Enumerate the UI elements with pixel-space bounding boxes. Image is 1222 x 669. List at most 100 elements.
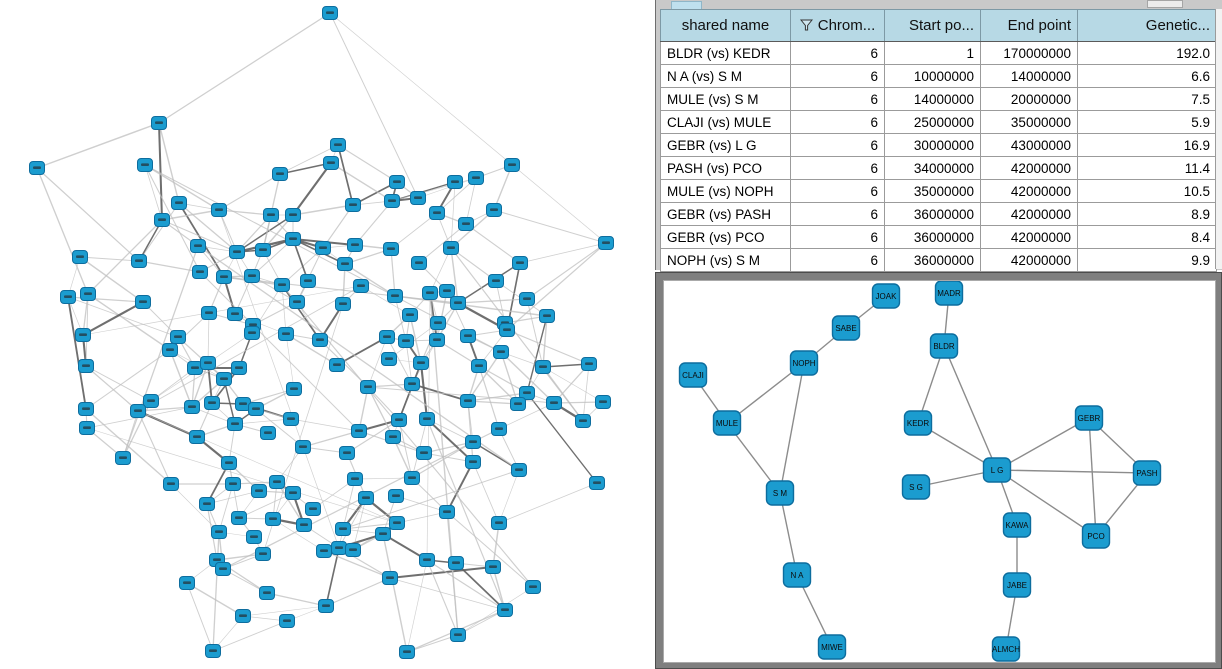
network-node[interactable]	[589, 476, 605, 490]
network-node-bldr[interactable]: BLDR	[929, 333, 959, 359]
network-edge[interactable]	[996, 469, 1097, 537]
network-edge[interactable]	[358, 386, 369, 432]
cell-value[interactable]: 42000000	[980, 179, 1078, 203]
network-node[interactable]	[404, 471, 420, 485]
network-edge[interactable]	[346, 419, 400, 454]
cell-value[interactable]: 192.0	[1077, 41, 1217, 65]
network-edge[interactable]	[290, 418, 360, 432]
network-edge[interactable]	[394, 295, 407, 342]
network-node[interactable]	[429, 206, 445, 220]
cell-value[interactable]: 8.4	[1077, 225, 1217, 249]
network-node[interactable]	[510, 397, 526, 411]
table-scrollbar-track[interactable]	[1215, 9, 1222, 269]
network-node[interactable]	[331, 541, 347, 555]
network-edge[interactable]	[279, 144, 339, 175]
table-row[interactable]: BLDR (vs) KEDR 6 1 170000000 192.0	[660, 41, 1217, 65]
network-node[interactable]	[347, 472, 363, 486]
network-node-kawa[interactable]: KAWA	[1002, 512, 1032, 538]
network-node[interactable]	[546, 396, 562, 410]
network-edge[interactable]	[236, 214, 294, 253]
network-node[interactable]	[358, 491, 374, 505]
network-edge[interactable]	[423, 452, 474, 463]
network-node[interactable]	[189, 430, 205, 444]
network-node[interactable]	[525, 580, 541, 594]
network-edge[interactable]	[223, 378, 236, 425]
network-edge[interactable]	[82, 285, 362, 336]
cell-value[interactable]: 42000000	[980, 248, 1078, 272]
cell-shared-name[interactable]: CLAJI (vs) MULE	[660, 110, 791, 134]
network-edge[interactable]	[323, 550, 391, 579]
network-edge[interactable]	[255, 408, 304, 448]
table-row[interactable]: CLAJI (vs) MULE 6 25000000 35000000 5.9	[660, 110, 1217, 134]
network-edge[interactable]	[85, 408, 172, 485]
network-edge[interactable]	[251, 238, 294, 277]
network-edge[interactable]	[281, 284, 287, 335]
network-edge[interactable]	[238, 492, 294, 519]
network-edge[interactable]	[406, 559, 428, 653]
network-node[interactable]	[486, 203, 502, 217]
network-node-miwe[interactable]: MIWE	[817, 634, 847, 660]
network-edge[interactable]	[996, 469, 1148, 474]
cell-value[interactable]: 6	[790, 248, 885, 272]
network-edge[interactable]	[207, 312, 210, 364]
cell-value[interactable]: 6	[790, 64, 885, 88]
network-node[interactable]	[460, 329, 476, 343]
network-edge[interactable]	[338, 497, 367, 549]
network-node[interactable]	[485, 560, 501, 574]
network-edge[interactable]	[158, 12, 331, 124]
cell-value[interactable]: 43000000	[980, 133, 1078, 157]
network-edge[interactable]	[492, 522, 500, 568]
network-edge[interactable]	[1088, 417, 1097, 537]
column-header-genetic---[interactable]: Genetic...	[1077, 9, 1217, 42]
network-node[interactable]	[315, 241, 331, 255]
network-edge[interactable]	[325, 577, 391, 607]
network-node[interactable]	[255, 243, 271, 257]
network-edge[interactable]	[367, 336, 388, 388]
cell-value[interactable]: 14000000	[884, 87, 981, 111]
cell-value[interactable]: 5.9	[1077, 110, 1217, 134]
network-node[interactable]	[305, 502, 321, 516]
network-node[interactable]	[448, 556, 464, 570]
network-node[interactable]	[229, 245, 245, 259]
network-node[interactable]	[143, 394, 159, 408]
main-network-canvas[interactable]	[0, 0, 655, 669]
network-edge[interactable]	[409, 314, 422, 364]
network-node[interactable]	[385, 430, 401, 444]
network-node[interactable]	[154, 213, 170, 227]
network-node[interactable]	[211, 525, 227, 539]
network-node[interactable]	[598, 236, 614, 250]
network-edge[interactable]	[917, 345, 945, 424]
network-node[interactable]	[29, 161, 45, 175]
network-edge[interactable]	[467, 400, 474, 463]
network-edge[interactable]	[390, 212, 438, 250]
network-edge[interactable]	[398, 362, 422, 421]
network-node[interactable]	[387, 289, 403, 303]
network-node[interactable]	[493, 345, 509, 359]
filter-icon[interactable]	[799, 19, 813, 31]
column-header-end-point[interactable]: End point	[980, 9, 1078, 42]
network-edge[interactable]	[36, 122, 160, 169]
network-node[interactable]	[458, 217, 474, 231]
network-node-n-a[interactable]: N A	[782, 562, 812, 588]
network-edge[interactable]	[276, 481, 305, 526]
network-edge[interactable]	[418, 223, 467, 264]
network-node-l-g[interactable]: L G	[982, 457, 1012, 483]
network-edge[interactable]	[519, 242, 607, 264]
network-edge[interactable]	[138, 202, 180, 262]
network-node[interactable]	[402, 308, 418, 322]
network-edge[interactable]	[498, 469, 520, 524]
network-edge[interactable]	[266, 592, 327, 607]
network-edge[interactable]	[36, 167, 140, 262]
network-node[interactable]	[322, 6, 338, 20]
network-edge[interactable]	[144, 164, 220, 211]
network-node[interactable]	[285, 232, 301, 246]
cell-value[interactable]: 6	[790, 133, 885, 157]
network-node[interactable]	[216, 372, 232, 386]
network-node[interactable]	[353, 279, 369, 293]
network-edge[interactable]	[429, 247, 452, 294]
network-edge[interactable]	[122, 245, 199, 459]
network-node[interactable]	[131, 254, 147, 268]
network-node-mule[interactable]: MULE	[712, 410, 742, 436]
network-edge[interactable]	[417, 177, 477, 199]
network-edge[interactable]	[498, 402, 555, 430]
